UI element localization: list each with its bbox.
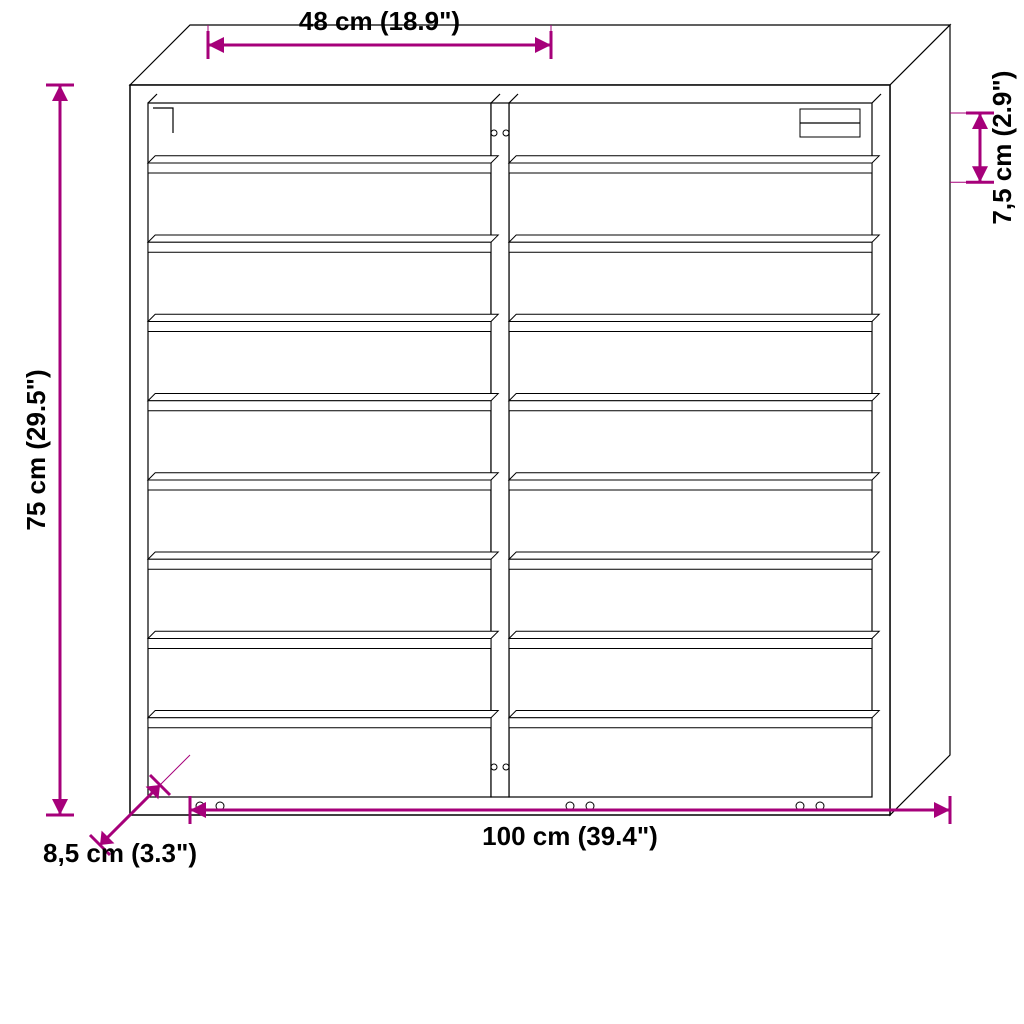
dim-arrow	[934, 802, 950, 818]
shelf-top	[148, 314, 498, 321]
shelf-front	[509, 401, 872, 411]
shelf-front	[509, 322, 872, 332]
shelf-front	[148, 718, 491, 728]
shelf-top	[148, 235, 498, 242]
shelf-top	[148, 552, 498, 559]
shelf-top	[509, 631, 879, 638]
dim-depth-label: 8,5 cm (3.3")	[43, 838, 197, 868]
shelf-front	[509, 639, 872, 649]
shelf-top	[509, 552, 879, 559]
left-column-opening	[148, 103, 491, 797]
shelf-front	[509, 242, 872, 252]
shelf-front	[509, 718, 872, 728]
dim-width-label: 100 cm (39.4")	[482, 821, 658, 851]
shelf-top	[148, 473, 498, 480]
shelf-top	[509, 473, 879, 480]
shelf-top	[148, 631, 498, 638]
dim-shelf-gap-label: 7,5 cm (2.9")	[987, 71, 1017, 225]
shelf-front	[148, 322, 491, 332]
cabinet-right-face	[890, 25, 950, 815]
shelf-front	[148, 639, 491, 649]
cabinet-top-face	[130, 25, 950, 85]
shelf-top	[509, 235, 879, 242]
center-divider	[491, 103, 509, 797]
shelf-front	[509, 559, 872, 569]
shelf-front	[148, 401, 491, 411]
shelf-top	[509, 711, 879, 718]
shelf-top	[148, 394, 498, 401]
dim-arrow	[52, 799, 68, 815]
shelf-front	[148, 163, 491, 173]
dim-arrow	[972, 113, 988, 129]
shelf-front	[148, 559, 491, 569]
shelf-top	[509, 394, 879, 401]
shelf-front	[509, 480, 872, 490]
shelf-front	[148, 480, 491, 490]
shelf-front	[509, 163, 872, 173]
shelf-top	[148, 156, 498, 163]
dim-height-label: 75 cm (29.5")	[21, 369, 51, 530]
dim-arrow	[972, 166, 988, 182]
shelf-top	[509, 314, 879, 321]
dim-arrow	[52, 85, 68, 101]
shelf-top	[509, 156, 879, 163]
shelf-top	[148, 711, 498, 718]
shelf-front	[148, 242, 491, 252]
right-column-opening	[509, 103, 872, 797]
dim-inner-width-label: 48 cm (18.9")	[299, 6, 460, 36]
